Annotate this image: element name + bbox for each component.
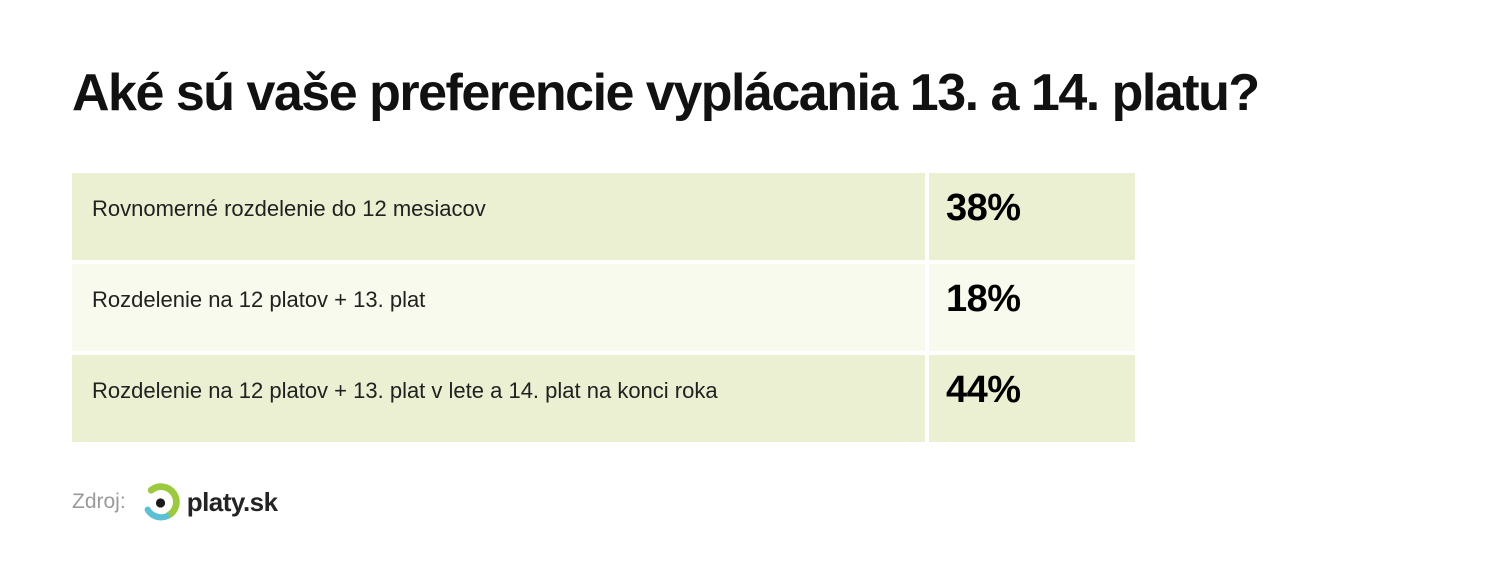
page-title: Aké sú vaše preferencie vyplácania 13. a… (72, 64, 1260, 122)
platy-logo: platy.sk (138, 479, 278, 525)
logo-blue-arc (144, 506, 170, 521)
table-row: Rozdelenie na 12 platov + 13. plat v let… (72, 355, 1135, 442)
logo-center-dot (155, 498, 165, 508)
answer-percentage: 44% (929, 355, 1135, 442)
table-row: Rovnomerné rozdelenie do 12 mesiacov 38% (72, 173, 1135, 260)
answer-percentage: 38% (929, 173, 1135, 260)
answer-percentage: 18% (929, 264, 1135, 351)
table-row: Rozdelenie na 12 platov + 13. plat 18% (72, 264, 1135, 351)
source-row: Zdroj: platy.sk (72, 477, 278, 527)
answer-label: Rozdelenie na 12 platov + 13. plat (72, 264, 925, 351)
source-label: Zdroj: (72, 490, 126, 513)
platy-logo-icon (144, 483, 180, 521)
results-table: Rovnomerné rozdelenie do 12 mesiacov 38% R… (72, 173, 1135, 442)
platy-logo-text: platy.sk (186, 486, 278, 517)
answer-label: Rozdelenie na 12 platov + 13. plat v let… (72, 355, 925, 442)
logo-green-arc (147, 483, 180, 519)
answer-label: Rovnomerné rozdelenie do 12 mesiacov (72, 173, 925, 260)
